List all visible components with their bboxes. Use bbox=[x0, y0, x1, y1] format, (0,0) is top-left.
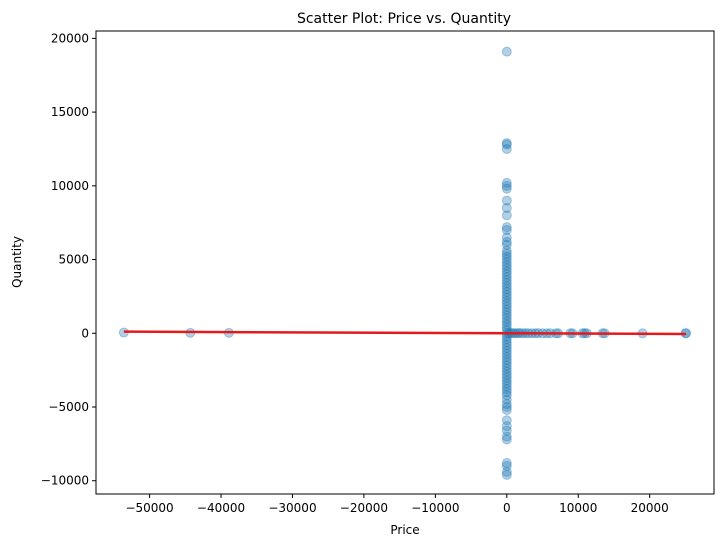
scatter-point bbox=[501, 266, 512, 277]
scatter-point bbox=[501, 222, 512, 233]
scatter-point bbox=[501, 425, 512, 436]
scatter-point bbox=[501, 394, 512, 405]
scatter-point bbox=[501, 357, 512, 368]
scatter-point bbox=[501, 298, 512, 309]
scatter-point bbox=[501, 177, 512, 188]
scatter-point bbox=[501, 236, 512, 247]
scatter-point bbox=[501, 469, 512, 480]
scatter-point bbox=[501, 278, 512, 289]
scatter-point bbox=[501, 434, 512, 445]
y-tick-label: 0 bbox=[81, 326, 89, 340]
scatter-point bbox=[501, 466, 512, 477]
scatter-point bbox=[501, 139, 512, 150]
scatter-point bbox=[501, 248, 512, 259]
plot-area-frame bbox=[95, 30, 715, 495]
scatter-point bbox=[501, 225, 512, 236]
scatter-point bbox=[501, 183, 512, 194]
x-axis-title: Price bbox=[390, 523, 419, 537]
scatter-point bbox=[501, 254, 512, 265]
x-tick-label: 20000 bbox=[631, 501, 669, 515]
scatter-point bbox=[501, 337, 512, 348]
scatter-point bbox=[501, 319, 512, 330]
scatter-point bbox=[501, 316, 512, 327]
x-tick-label: 0 bbox=[503, 501, 511, 515]
scatter-point bbox=[501, 431, 512, 442]
x-tick-label: −30000 bbox=[268, 501, 316, 515]
scatter-point bbox=[501, 343, 512, 354]
scatter-point bbox=[501, 292, 512, 303]
scatter-point bbox=[501, 269, 512, 280]
scatter-point bbox=[501, 351, 512, 362]
scatter-point bbox=[501, 354, 512, 365]
y-tick-label: 15000 bbox=[51, 105, 89, 119]
scatter-point bbox=[501, 260, 512, 271]
scatter-point bbox=[501, 310, 512, 321]
scatter-point bbox=[501, 143, 512, 154]
scatter-point bbox=[501, 421, 512, 432]
scatter-point bbox=[501, 284, 512, 295]
scatter-point bbox=[501, 399, 512, 410]
scatter-point bbox=[501, 340, 512, 351]
scatter-point bbox=[501, 369, 512, 380]
scatter-point bbox=[501, 195, 512, 206]
scatter-point bbox=[501, 402, 512, 413]
scatter-point bbox=[501, 366, 512, 377]
scatter-point bbox=[501, 372, 512, 383]
scatter-point bbox=[501, 404, 512, 415]
x-tick-label: −20000 bbox=[340, 501, 388, 515]
scatter-point bbox=[501, 180, 512, 191]
scatter-point bbox=[501, 307, 512, 318]
scatter-point bbox=[501, 46, 512, 57]
scatter-point bbox=[501, 251, 512, 262]
scatter-point bbox=[501, 363, 512, 374]
x-tick-label: −10000 bbox=[411, 501, 459, 515]
regression-line bbox=[123, 330, 687, 336]
scatter-point bbox=[501, 289, 512, 300]
scatter-point bbox=[501, 281, 512, 292]
scatter-point bbox=[501, 375, 512, 386]
scatter-point bbox=[501, 387, 512, 398]
scatter-point bbox=[501, 301, 512, 312]
y-tick-label: 10000 bbox=[51, 179, 89, 193]
y-tick-label: −5000 bbox=[48, 400, 89, 414]
scatter-point bbox=[501, 322, 512, 333]
y-tick-label: 20000 bbox=[51, 31, 89, 45]
scatter-point bbox=[501, 245, 512, 256]
scatter-point bbox=[501, 460, 512, 471]
scatter-point bbox=[501, 232, 512, 243]
scatter-point bbox=[501, 304, 512, 315]
x-tick-label: −50000 bbox=[125, 501, 173, 515]
x-tick-label: −40000 bbox=[197, 501, 245, 515]
scatter-point bbox=[501, 390, 512, 401]
scatter-point bbox=[501, 458, 512, 469]
scatter-point bbox=[501, 348, 512, 359]
scatter-point bbox=[501, 345, 512, 356]
scatter-point bbox=[501, 210, 512, 221]
x-tick-label: 10000 bbox=[559, 501, 597, 515]
chart-title: Scatter Plot: Price vs. Quantity bbox=[297, 11, 511, 27]
scatter-point bbox=[501, 313, 512, 324]
scatter-point bbox=[501, 360, 512, 371]
y-axis-title: Quantity bbox=[10, 236, 24, 288]
scatter-point bbox=[501, 272, 512, 283]
scatter-point bbox=[501, 286, 512, 297]
scatter-point bbox=[501, 239, 512, 250]
scatter-point bbox=[501, 334, 512, 345]
scatter-point bbox=[501, 378, 512, 389]
scatter-point bbox=[501, 138, 512, 149]
scatter-point bbox=[501, 384, 512, 395]
scatter-point bbox=[501, 257, 512, 268]
scatter-point bbox=[501, 202, 512, 213]
scatter-point bbox=[501, 263, 512, 274]
scatter-point bbox=[501, 275, 512, 286]
y-tick-label: 5000 bbox=[58, 253, 89, 267]
y-tick-label: −10000 bbox=[41, 474, 89, 488]
scatter-point bbox=[501, 415, 512, 426]
scatter-point bbox=[501, 381, 512, 392]
scatter-point bbox=[501, 295, 512, 306]
